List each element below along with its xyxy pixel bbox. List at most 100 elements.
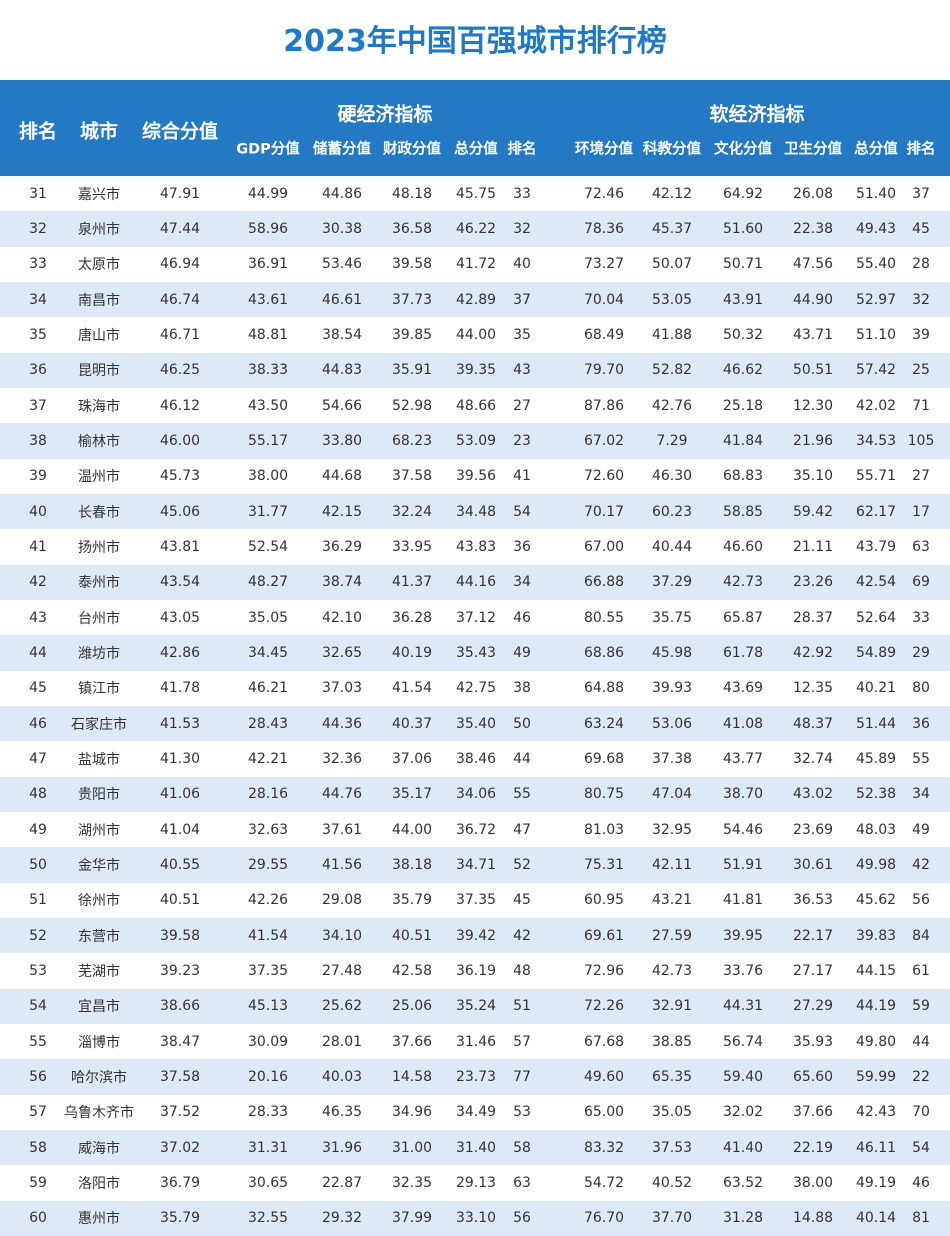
table-cell: 53.06 — [651, 715, 693, 732]
table-cell: 54 — [29, 998, 47, 1015]
table-cell: 32.91 — [651, 998, 693, 1015]
table-cell: 54 — [513, 503, 531, 520]
table-cell: 36.28 — [391, 609, 433, 626]
table-row: 58 威海市 37.02 31.31 31.96 31.00 31.40 58 83.32 37.… — [0, 1129, 950, 1166]
table-cell: 40.19 — [391, 644, 433, 661]
table-cell: 51.40 — [855, 185, 897, 202]
table-cell: 32.95 — [651, 821, 693, 838]
table-cell: 42.75 — [455, 680, 497, 697]
table-cell: 34 — [912, 786, 930, 803]
table-cell: 84 — [912, 927, 930, 944]
table-cell: 37.66 — [391, 1033, 433, 1050]
table-cell: 58.85 — [722, 503, 764, 520]
table-cell: 68.23 — [391, 432, 433, 449]
table-cell: 65.60 — [792, 1068, 834, 1085]
table-cell: 48 — [513, 962, 531, 979]
table-cell: 35.79 — [159, 1210, 201, 1227]
table-cell: 65.35 — [651, 1068, 693, 1085]
table-cell: 17 — [912, 503, 930, 520]
table-cell: 23.69 — [792, 821, 834, 838]
table-cell: 37.70 — [651, 1210, 693, 1227]
table-cell: 35.05 — [651, 1104, 693, 1121]
table-cell: 38.54 — [321, 326, 363, 343]
table-cell: 37.35 — [455, 892, 497, 909]
table-cell: 57 — [29, 1104, 47, 1121]
table-cell: 14.58 — [391, 1068, 433, 1085]
table-cell: 39.85 — [391, 326, 433, 343]
table-cell: 59.42 — [792, 503, 834, 520]
table-cell: 54 — [912, 1139, 930, 1156]
table-cell: 42.58 — [391, 962, 433, 979]
table-cell: 41.56 — [321, 856, 363, 873]
table-cell: 42.21 — [247, 750, 289, 767]
table-cell: 47.04 — [651, 786, 693, 803]
table-cell: 46.30 — [651, 468, 693, 485]
table-cell: 贵阳市 — [78, 787, 120, 804]
table-cell: 32.55 — [247, 1210, 289, 1227]
table-cell: 32 — [513, 220, 531, 237]
table-cell: 41.54 — [247, 927, 289, 944]
table-cell: 40.03 — [321, 1068, 363, 1085]
table-cell: 37.58 — [159, 1068, 201, 1085]
table-cell: 48.81 — [247, 326, 289, 343]
table-cell: 37.73 — [391, 291, 433, 308]
table-cell: 39.58 — [159, 927, 201, 944]
table-cell: 32.24 — [391, 503, 433, 520]
table-cell: 22 — [912, 1068, 930, 1085]
table-cell: 81.03 — [583, 821, 625, 838]
table-cell: 46.25 — [159, 362, 201, 379]
table-cell: 27.59 — [651, 927, 693, 944]
table-cell: 55 — [29, 1033, 47, 1050]
table-cell: 35.10 — [792, 468, 834, 485]
table-cell: 42.73 — [722, 574, 764, 591]
table-cell: 44.76 — [321, 786, 363, 803]
table-cell: 70.04 — [583, 291, 625, 308]
table-cell: 81 — [912, 1210, 930, 1227]
table-cell: 41.78 — [159, 680, 201, 697]
column-header: 排名 — [906, 141, 936, 158]
table-cell: 42 — [29, 574, 47, 591]
table-cell: 46.35 — [321, 1104, 363, 1121]
table-cell: 46.12 — [159, 397, 201, 414]
table-cell: 50 — [29, 856, 47, 873]
table-cell: 44.19 — [855, 998, 897, 1015]
table-cell: 34.45 — [247, 644, 289, 661]
table-cell: 36.58 — [391, 220, 433, 237]
table-cell: 41.81 — [722, 892, 764, 909]
table-cell: 28 — [912, 256, 930, 273]
table-cell: 45.06 — [159, 503, 201, 520]
table-row: 40 长春市 45.06 31.77 42.15 32.24 34.48 54 70.17 60.… — [0, 493, 950, 530]
table-cell: 33 — [513, 185, 531, 202]
table-cell: 39.23 — [159, 962, 201, 979]
table-cell: 30.61 — [792, 856, 834, 873]
table-cell: 44.83 — [321, 362, 363, 379]
table-cell: 7.29 — [656, 432, 688, 449]
table-cell: 32.02 — [722, 1104, 764, 1121]
table-cell: 51.60 — [722, 220, 764, 237]
table-cell: 40 — [29, 503, 47, 520]
table-cell: 67.00 — [583, 538, 625, 555]
table-cell: 21.11 — [792, 538, 834, 555]
table-cell: 46.11 — [855, 1139, 897, 1156]
table-cell: 37.35 — [247, 962, 289, 979]
table-cell: 40.14 — [855, 1210, 897, 1227]
table-cell: 38.47 — [159, 1033, 201, 1050]
table-cell: 23.26 — [792, 574, 834, 591]
table-cell: 35 — [29, 326, 47, 343]
table-cell: 69 — [912, 574, 930, 591]
table-cell: 36.53 — [792, 892, 834, 909]
table-cell: 38.74 — [321, 574, 363, 591]
table-cell: 59 — [29, 1174, 47, 1191]
table-cell: 49.19 — [855, 1174, 897, 1191]
table-cell: 37.58 — [391, 468, 433, 485]
table-cell: 35.40 — [455, 715, 497, 732]
header-cell: 排名 — [18, 120, 58, 143]
table-cell: 31.46 — [455, 1033, 497, 1050]
table-cell: 78.36 — [583, 220, 625, 237]
table-cell: 37.66 — [792, 1104, 834, 1121]
table-cell: 60 — [29, 1210, 47, 1227]
table-cell: 40.21 — [855, 680, 897, 697]
table-cell: 56 — [513, 1210, 531, 1227]
table-cell: 泰州市 — [78, 575, 120, 592]
table-cell: 58 — [513, 1139, 531, 1156]
